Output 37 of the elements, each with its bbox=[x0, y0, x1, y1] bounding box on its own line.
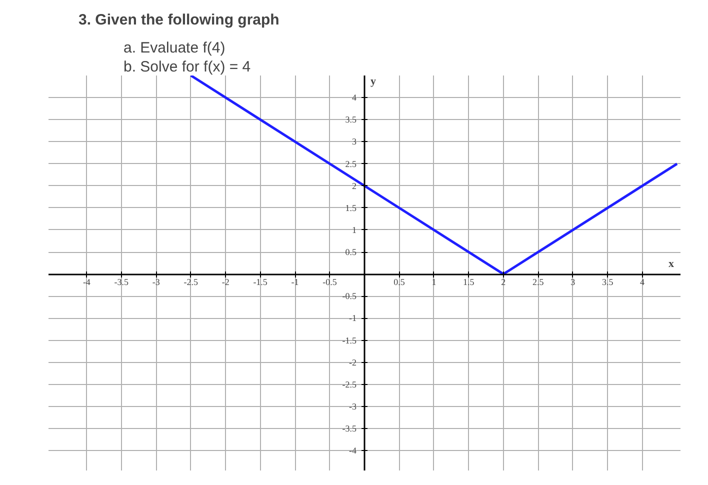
x-tick-label: -2.5 bbox=[184, 277, 198, 288]
x-tick-label: -1.5 bbox=[253, 277, 268, 288]
y-tick-label: -2 bbox=[349, 357, 357, 368]
y-tick-label: 0.5 bbox=[345, 247, 357, 258]
y-tick-label: 3 bbox=[352, 136, 357, 147]
y-tick-label: -4 bbox=[349, 446, 357, 456]
y-tick-label: -0.5 bbox=[342, 291, 357, 302]
x-tick-label: -0.5 bbox=[322, 277, 338, 288]
x-tick-label: -3 bbox=[152, 277, 160, 288]
x-tick-label: -4 bbox=[82, 277, 91, 288]
y-tick-label: 2.5 bbox=[345, 158, 357, 169]
y-tick-label: -1.5 bbox=[342, 335, 357, 346]
x-tick-label: 2.5 bbox=[532, 277, 544, 288]
y-tick-label: -1 bbox=[349, 313, 357, 324]
x-tick-label: -3.5 bbox=[114, 277, 130, 288]
x-tick-label: 3 bbox=[570, 277, 576, 288]
x-axis-title: x bbox=[668, 258, 674, 270]
x-tick-label: 1.5 bbox=[463, 277, 475, 288]
y-tick-label: 3.5 bbox=[345, 114, 357, 125]
x-tick-label: 0.5 bbox=[394, 277, 406, 288]
x-tick-label: 2 bbox=[501, 277, 506, 288]
y-axis-title: y bbox=[370, 76, 376, 88]
y-tick-label: -3.5 bbox=[342, 424, 357, 434]
x-tick-label: -1 bbox=[291, 277, 299, 288]
text: a. Evaluate f(4) bbox=[124, 40, 226, 56]
y-tick-label: -3 bbox=[349, 402, 357, 412]
y-tick-label: -2.5 bbox=[342, 379, 357, 390]
x-tick-label: 4 bbox=[640, 277, 646, 288]
chart-title: 3. Given the following graph bbox=[78, 12, 280, 28]
y-tick-label: 1 bbox=[352, 224, 356, 235]
x-tick-label: 3.5 bbox=[602, 277, 614, 288]
y-tick-label: 4 bbox=[352, 92, 357, 103]
x-tick-label: -2 bbox=[222, 277, 230, 288]
y-tick-label: 1.5 bbox=[345, 202, 357, 213]
x-tick-label: 1 bbox=[432, 277, 436, 288]
y-tick-label: 2 bbox=[352, 180, 356, 191]
annotation: b. Solve for f(x) = 4 bbox=[124, 58, 251, 76]
